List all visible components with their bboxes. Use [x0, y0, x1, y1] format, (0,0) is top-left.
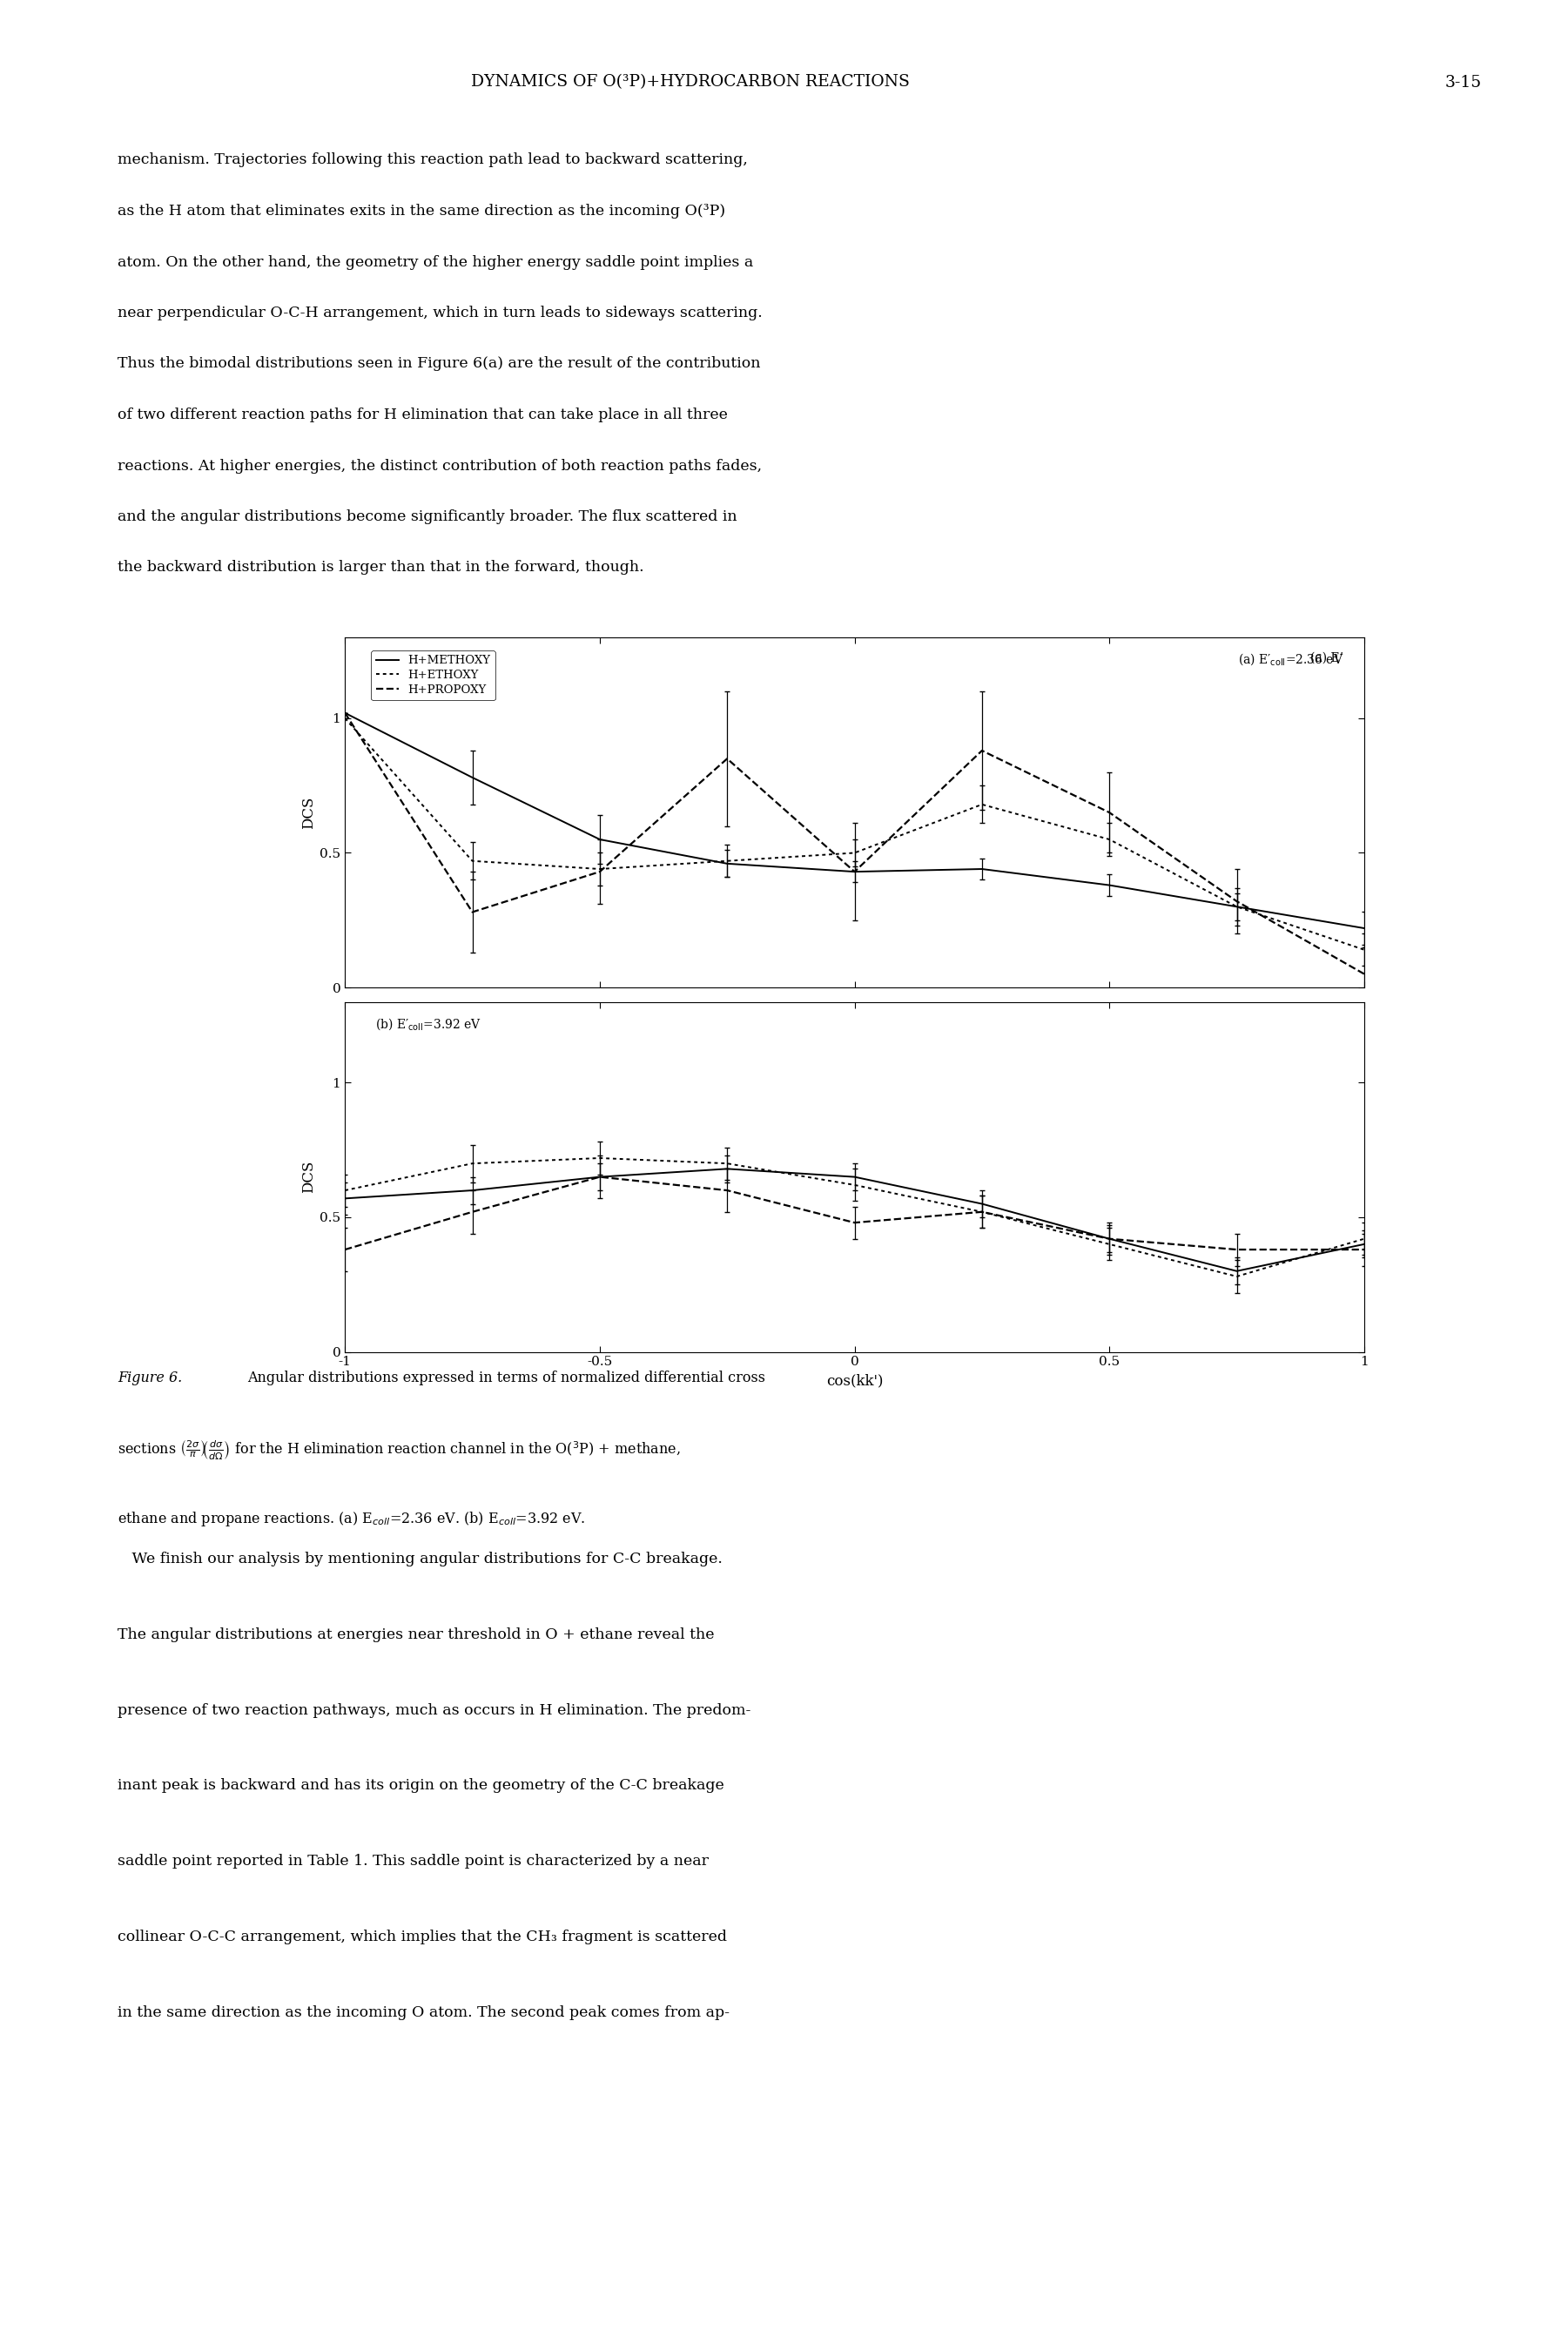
Text: (a) E′$_{\mathrm{coll}}$=2.36 eV: (a) E′$_{\mathrm{coll}}$=2.36 eV: [1239, 651, 1344, 668]
Text: inant peak is backward and has its origin on the geometry of the C-C breakage: inant peak is backward and has its origi…: [118, 1777, 724, 1794]
X-axis label: cos(kk'): cos(kk'): [826, 1373, 883, 1387]
Y-axis label: DCS: DCS: [301, 1161, 317, 1194]
Text: presence of two reaction pathways, much as occurs in H elimination. The predom-: presence of two reaction pathways, much …: [118, 1702, 751, 1719]
Text: mechanism. Trajectories following this reaction path lead to backward scattering: mechanism. Trajectories following this r…: [118, 153, 748, 167]
Text: reactions. At higher energies, the distinct contribution of both reaction paths : reactions. At higher energies, the disti…: [118, 458, 762, 473]
Text: Figure 6.: Figure 6.: [118, 1371, 182, 1385]
Text: of two different reaction paths for H elimination that can take place in all thr: of two different reaction paths for H el…: [118, 407, 728, 423]
Text: and the angular distributions become significantly broader. The flux scattered i: and the angular distributions become sig…: [118, 510, 737, 524]
Text: in the same direction as the incoming O atom. The second peak comes from ap-: in the same direction as the incoming O …: [118, 2005, 729, 2020]
Text: (a) E’: (a) E’: [1311, 651, 1344, 663]
Text: saddle point reported in Table 1. This saddle point is characterized by a near: saddle point reported in Table 1. This s…: [118, 1855, 709, 1869]
Text: Thus the bimodal distributions seen in Figure 6(a) are the result of the contrib: Thus the bimodal distributions seen in F…: [118, 357, 760, 371]
Text: the backward distribution is larger than that in the forward, though.: the backward distribution is larger than…: [118, 560, 644, 576]
Text: ethane and propane reactions. (a) E$_{coll}$=2.36 eV. (b) E$_{coll}$=3.92 eV.: ethane and propane reactions. (a) E$_{co…: [118, 1509, 585, 1528]
Y-axis label: DCS: DCS: [301, 797, 317, 830]
Text: collinear O-C-C arrangement, which implies that the CH₃ fragment is scattered: collinear O-C-C arrangement, which impli…: [118, 1930, 728, 1944]
Text: sections $\left(\frac{2\sigma}{\pi}\right)\!\!\left(\frac{d\sigma}{d\Omega}\righ: sections $\left(\frac{2\sigma}{\pi}\righ…: [118, 1439, 681, 1460]
Text: near perpendicular O-C-H arrangement, which in turn leads to sideways scattering: near perpendicular O-C-H arrangement, wh…: [118, 306, 762, 320]
Text: DYNAMICS OF O(³P)+HYDROCARBON REACTIONS: DYNAMICS OF O(³P)+HYDROCARBON REACTIONS: [472, 75, 909, 89]
Text: as the H atom that eliminates exits in the same direction as the incoming O(³P): as the H atom that eliminates exits in t…: [118, 205, 726, 219]
Text: (b) E′$_{\mathrm{coll}}$=3.92 eV: (b) E′$_{\mathrm{coll}}$=3.92 eV: [376, 1016, 481, 1032]
Text: The angular distributions at energies near threshold in O + ethane reveal the: The angular distributions at energies ne…: [118, 1627, 715, 1641]
Text: 3-15: 3-15: [1446, 75, 1482, 89]
Text: Angular distributions expressed in terms of normalized differential cross: Angular distributions expressed in terms…: [248, 1371, 765, 1385]
Text: atom. On the other hand, the geometry of the higher energy saddle point implies : atom. On the other hand, the geometry of…: [118, 254, 753, 270]
Text: We finish our analysis by mentioning angular distributions for C-C breakage.: We finish our analysis by mentioning ang…: [118, 1552, 723, 1566]
Legend: H+METHOXY, H+ETHOXY, H+PROPOXY: H+METHOXY, H+ETHOXY, H+PROPOXY: [372, 651, 495, 701]
